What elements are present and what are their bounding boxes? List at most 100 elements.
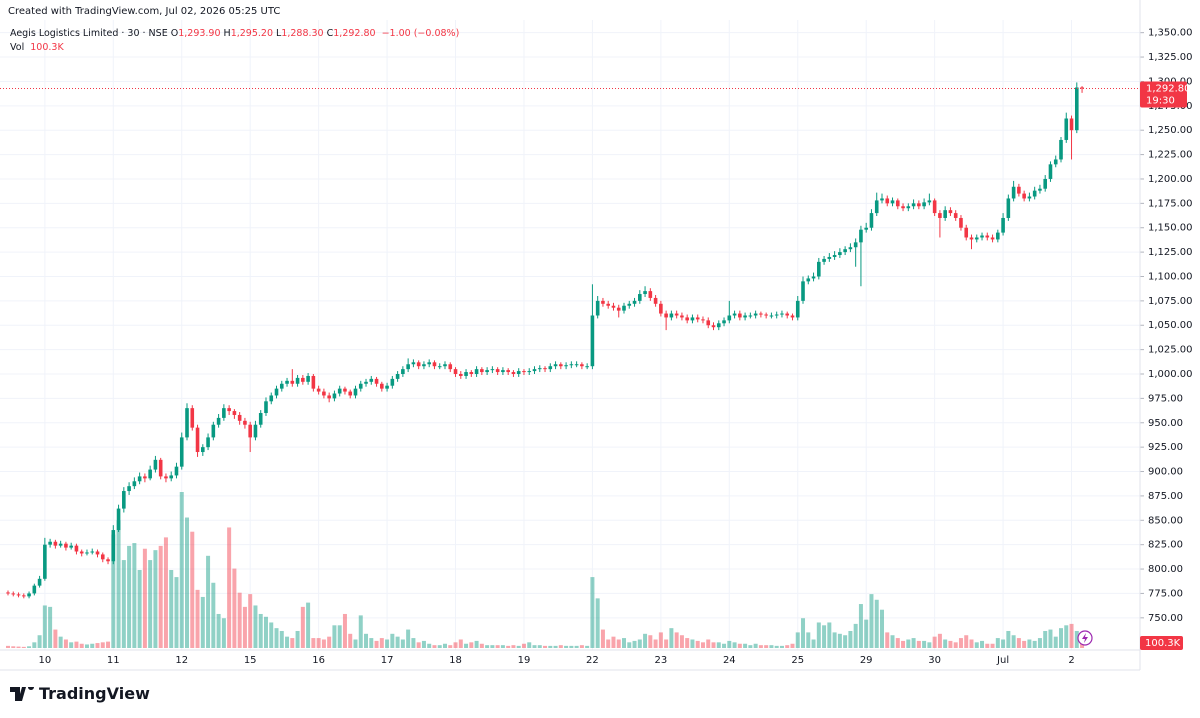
volume-bar [432, 645, 437, 648]
candle-body [895, 200, 900, 207]
x-tick-label: 19 [518, 655, 531, 666]
candle-body [880, 198, 884, 201]
volume-bar [943, 639, 948, 648]
candle-body [695, 317, 700, 320]
x-tick-label: 15 [244, 655, 257, 666]
x-tick-label: 16 [312, 655, 325, 666]
volume-bar [485, 645, 490, 648]
candle-body [16, 594, 21, 596]
candle-body [195, 427, 200, 453]
candle-body [690, 317, 695, 321]
volume-bar [316, 638, 321, 648]
candle-body [380, 383, 384, 389]
candle-body [48, 541, 52, 545]
candle-body [869, 213, 874, 228]
y-tick-label: 975.00 [1148, 393, 1183, 404]
y-tick-label: 1,150.00 [1148, 223, 1193, 234]
y-tick-label: 925.00 [1148, 442, 1183, 453]
candle-body [811, 276, 816, 279]
volume-bar [679, 635, 684, 648]
candle-body [85, 552, 89, 554]
volume-bar [1053, 636, 1058, 648]
volume-bar [274, 628, 279, 648]
y-tick-label: 900.00 [1148, 467, 1183, 478]
y-tick-label: 825.00 [1148, 540, 1183, 551]
volume-bar [1074, 630, 1079, 648]
candle-body [917, 203, 921, 207]
candle-body [638, 294, 642, 301]
volume-bar [832, 632, 837, 648]
volume-bar [148, 560, 153, 648]
volume-bar [390, 633, 395, 648]
candle-body [990, 237, 995, 240]
volume-bar [263, 616, 268, 648]
candle-body [959, 217, 963, 228]
candle-body [806, 278, 811, 282]
volume-bar [553, 645, 558, 648]
volume-bar [564, 645, 569, 648]
volume-bar [306, 602, 311, 648]
candle-body [201, 447, 205, 453]
candle-body [985, 235, 990, 238]
candle-body [601, 300, 605, 304]
candle-body [222, 408, 226, 418]
candle-body [37, 578, 42, 586]
candle-body [543, 368, 547, 370]
volume-bar [369, 638, 374, 648]
volume-bar [806, 632, 811, 648]
volume-bar [595, 598, 600, 648]
volume-bar [811, 639, 816, 648]
x-tick-label: 10 [38, 655, 51, 666]
candle-body [227, 408, 231, 412]
candle-body [553, 364, 558, 367]
candle-body [653, 297, 658, 304]
volume-bar [74, 641, 79, 648]
x-tick-label: Jul [996, 655, 1009, 666]
candle-body [1038, 188, 1042, 191]
candle-body [827, 256, 832, 259]
candle-body [237, 414, 242, 421]
volume-bar [574, 645, 579, 648]
volume-bar [664, 639, 669, 648]
candle-body [1006, 198, 1011, 218]
last-price-label: 1,292.80 [1146, 83, 1191, 94]
replay-icon-bolt [1082, 633, 1088, 643]
candle-body [443, 364, 447, 367]
y-tick-label: 1,325.00 [1148, 52, 1193, 63]
candle-body [369, 378, 374, 382]
x-tick-label: 22 [586, 655, 599, 666]
candle-body [764, 314, 768, 316]
y-tick-label: 1,200.00 [1148, 174, 1193, 185]
candle-body [948, 210, 953, 214]
candle-body [469, 372, 474, 375]
volume-bar [248, 594, 253, 648]
volume-bar [453, 642, 458, 648]
volume-bar [32, 642, 37, 648]
candle-body [674, 313, 679, 316]
volume-bar [901, 640, 906, 648]
candle-body [337, 388, 342, 394]
volume-bar [764, 645, 769, 648]
candle-body [1074, 87, 1079, 131]
volume-bar [353, 639, 358, 648]
volume-bar [527, 642, 532, 648]
volume-bar [300, 606, 305, 648]
candle-body [706, 320, 711, 326]
vol-key: Vol [10, 42, 25, 53]
volume-bar [569, 645, 574, 648]
candle-body [890, 200, 895, 204]
candle-body [769, 315, 774, 317]
candle-body [743, 315, 747, 318]
volume-bar [95, 643, 100, 648]
candle-body [216, 417, 221, 425]
y-tick-label: 1,000.00 [1148, 369, 1193, 380]
candle-body [158, 459, 163, 477]
volume-bar [974, 642, 979, 648]
candle-body [527, 371, 532, 373]
volume-bar [990, 643, 995, 648]
volume-bar [785, 645, 790, 648]
candle-body [258, 413, 263, 425]
volume-bar [27, 646, 32, 648]
candle-body [922, 202, 926, 207]
volume-bar [622, 638, 627, 648]
